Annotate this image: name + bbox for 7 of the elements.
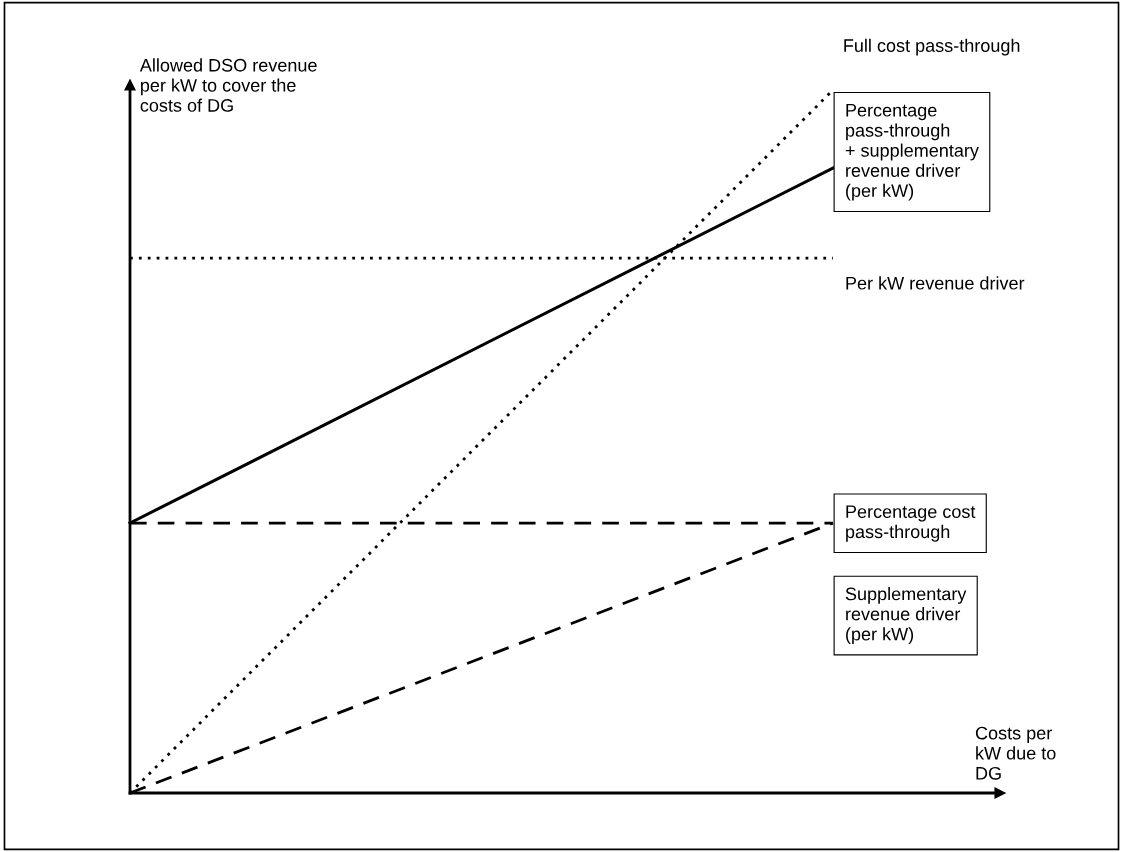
series-label: Percentage pass-through + supplementary revenue driver (per kW) — [845, 104, 979, 201]
text: Full cost pass-through — [844, 38, 1020, 56]
text: Supplementary revenue driver (per kW) — [845, 587, 967, 645]
y-axis-title: Allowed DSO revenue per kW to cover the costs of DG — [139, 58, 317, 112]
series-label: Per kW revenue driver — [846, 276, 1025, 290]
x-axis-title: Costs per kW due to DG — [975, 726, 1056, 780]
series-label: Percentage cost pass-through — [846, 505, 976, 542]
